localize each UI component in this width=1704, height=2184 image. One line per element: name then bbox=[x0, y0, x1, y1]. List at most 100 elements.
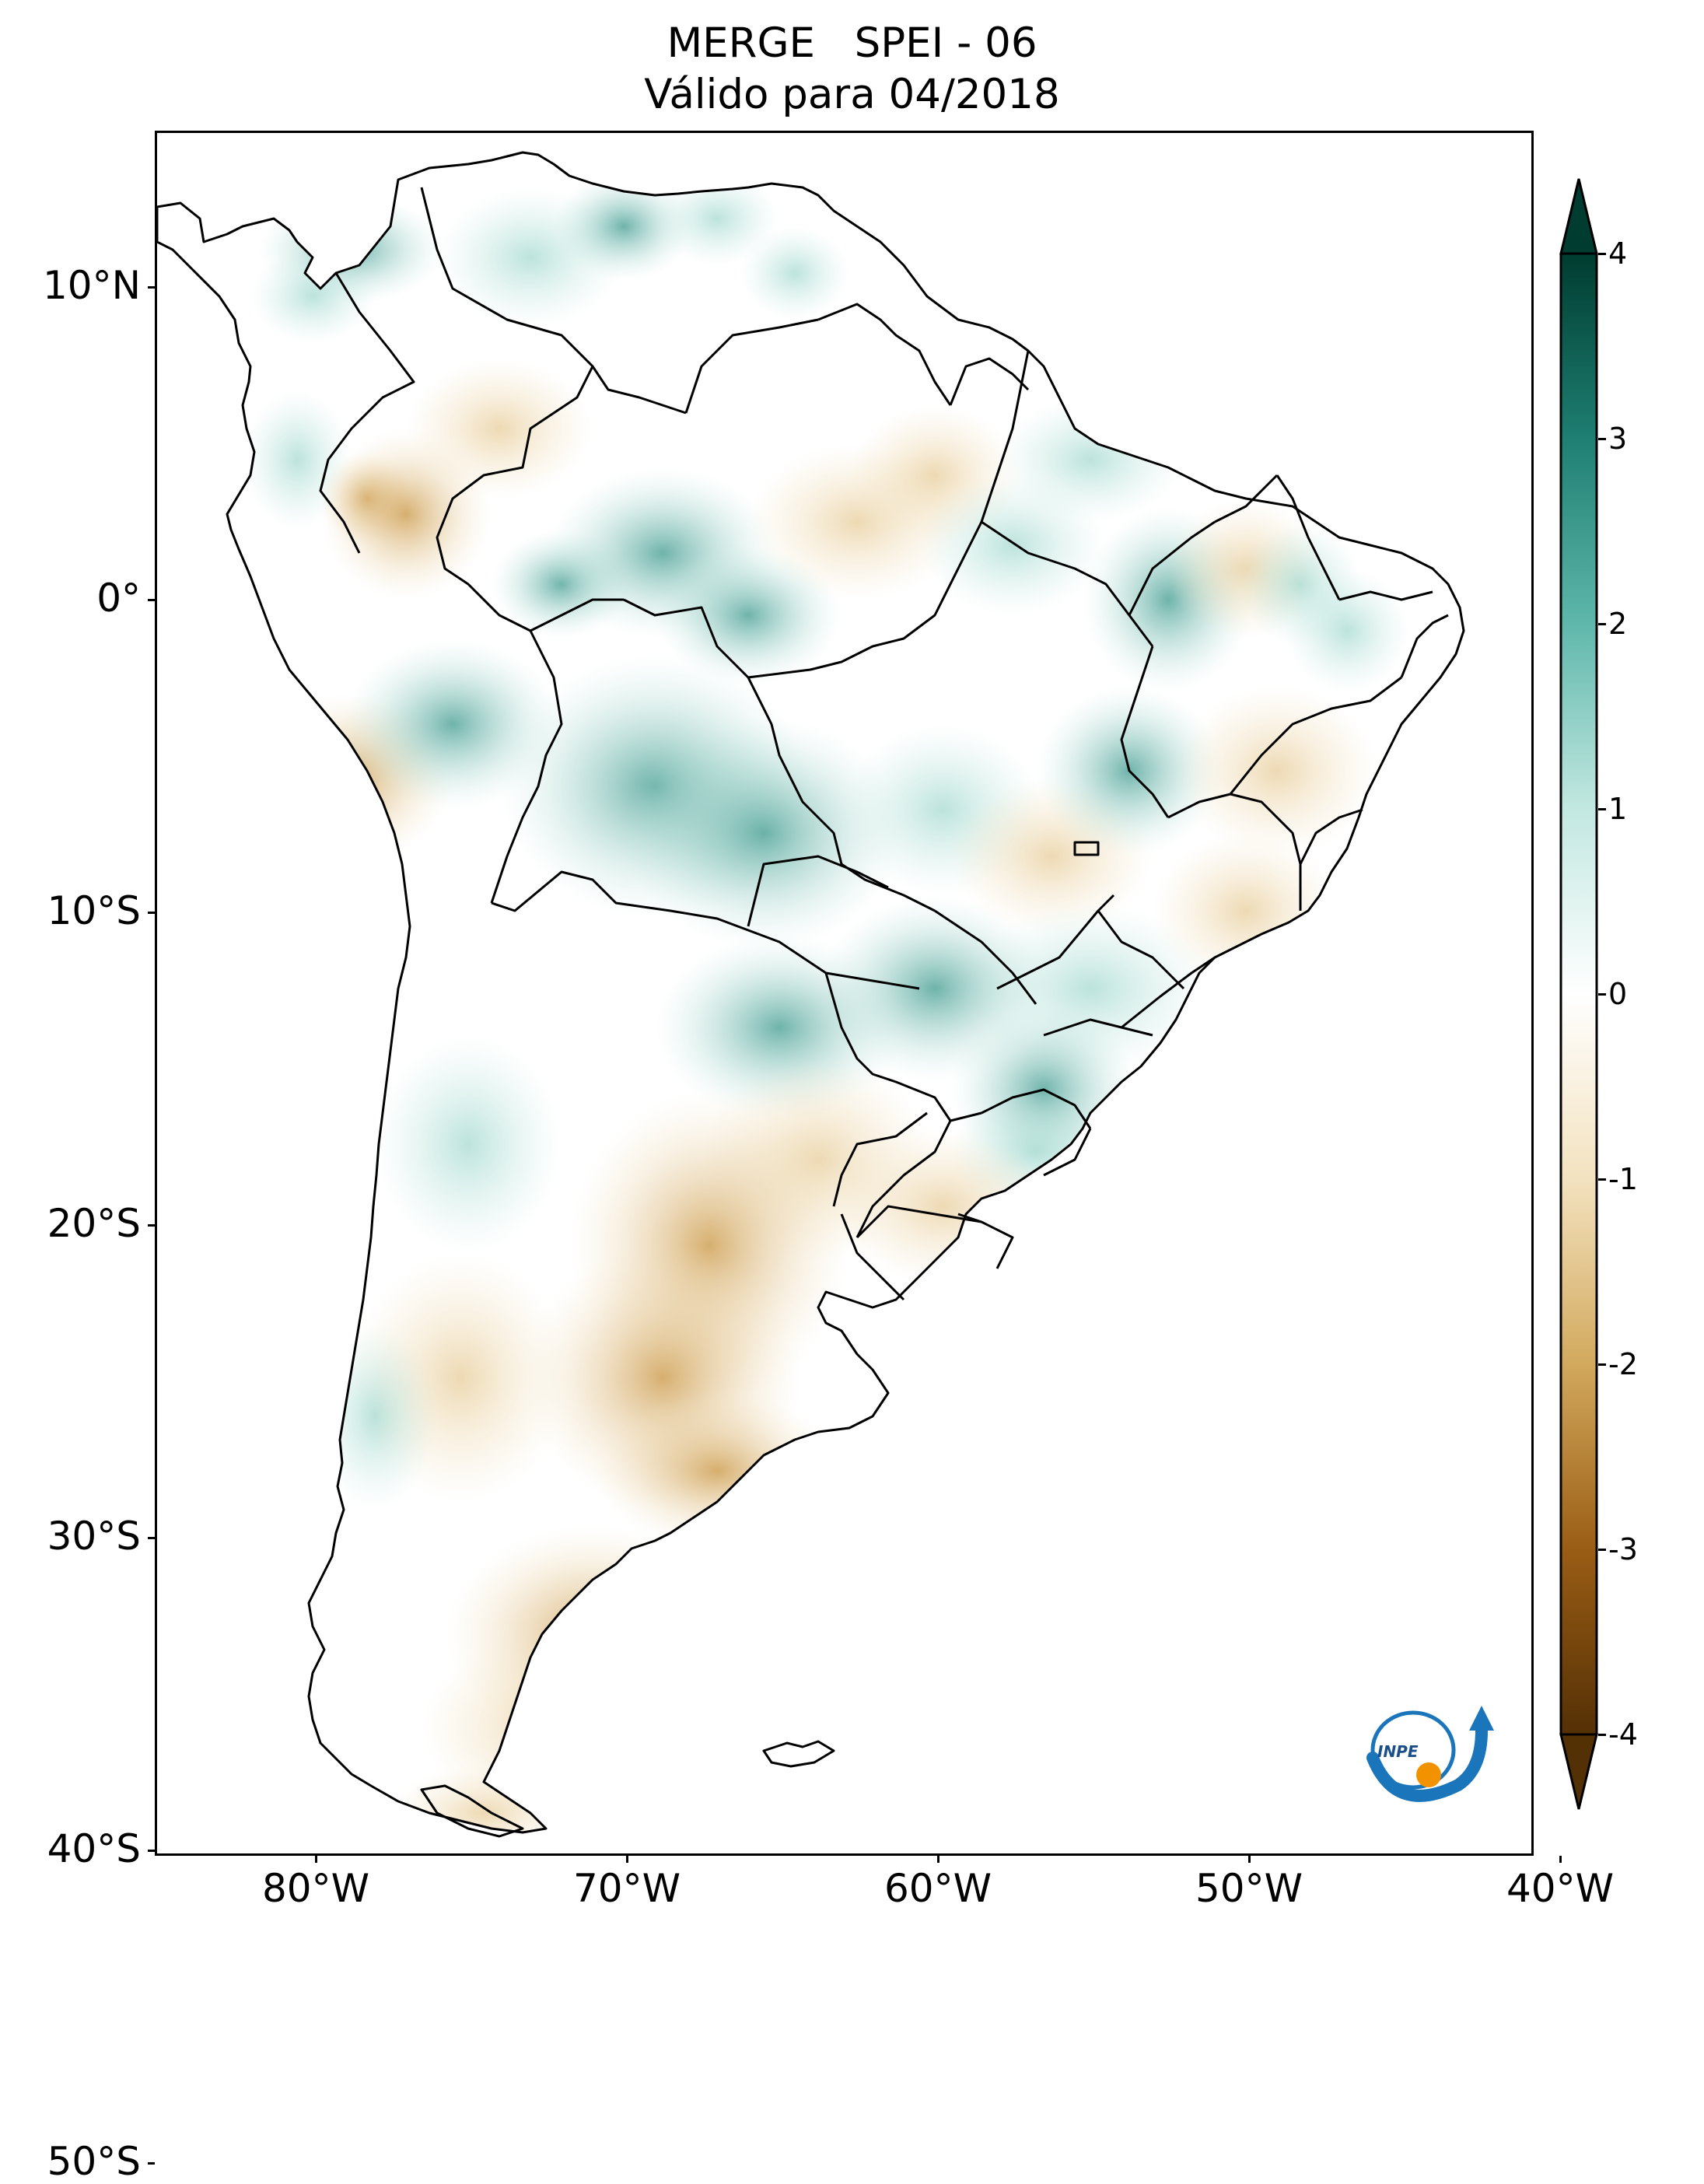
colorbar-tick-label: 0 bbox=[1608, 977, 1628, 1011]
colorbar-tick bbox=[1598, 808, 1606, 810]
longitude-tick bbox=[315, 1856, 317, 1863]
colorbar-gradient bbox=[1559, 252, 1598, 1736]
latitude-tick bbox=[148, 1223, 155, 1227]
internal-boundary bbox=[420, 187, 687, 415]
colorbar-tick bbox=[1598, 1549, 1606, 1551]
internal-boundary bbox=[491, 870, 920, 990]
colorbar-tick bbox=[1598, 438, 1606, 440]
spei-anomaly-patch bbox=[593, 1393, 842, 1549]
latitude-tick-label: 40°S bbox=[47, 1825, 141, 1871]
colorbar-tick-label: 4 bbox=[1608, 236, 1628, 271]
colorbar-tick bbox=[1598, 1178, 1606, 1181]
tierra-del-fuego bbox=[420, 1784, 524, 1838]
latitude-tick-label: 10°N bbox=[42, 262, 141, 308]
internal-boundary bbox=[747, 350, 1030, 679]
internal-boundary bbox=[684, 318, 819, 414]
internal-boundary bbox=[855, 1120, 952, 1238]
internal-boundary bbox=[319, 272, 415, 554]
longitude-tick-label: 40°W bbox=[1506, 1866, 1615, 1911]
map-panel bbox=[155, 131, 1534, 1856]
internal-boundary bbox=[1299, 808, 1363, 865]
colorbar-tick-label: -4 bbox=[1608, 1717, 1638, 1752]
spei-anomaly-patch bbox=[554, 172, 694, 281]
internal-boundary bbox=[1229, 676, 1402, 795]
internal-boundary bbox=[855, 1205, 982, 1239]
internal-boundary bbox=[934, 909, 1037, 1005]
internal-boundary bbox=[490, 630, 563, 904]
logo-text: INPE bbox=[1377, 1742, 1419, 1761]
internal-boundary bbox=[996, 894, 1115, 990]
longitude-tick-label: 80°W bbox=[261, 1866, 370, 1911]
internal-boundary bbox=[623, 598, 936, 912]
longitude-tick bbox=[1559, 1856, 1562, 1863]
spei-anomaly-patch bbox=[624, 716, 904, 950]
colorbar-extend-min bbox=[1559, 1733, 1598, 1810]
logo-arrow-icon bbox=[1469, 1706, 1494, 1731]
spei-anomaly-patch bbox=[250, 250, 375, 343]
longitude-tick bbox=[626, 1856, 628, 1863]
internal-boundary bbox=[1400, 614, 1449, 678]
colorbar-tick bbox=[1598, 1363, 1606, 1366]
spei-anomaly-patch bbox=[655, 172, 779, 265]
colorbar-tick bbox=[1598, 253, 1606, 255]
internal-boundary bbox=[981, 520, 1154, 647]
falkland-islands bbox=[762, 1740, 835, 1768]
spei-anomaly-patch bbox=[997, 397, 1184, 522]
spei-anomaly-patch bbox=[1285, 569, 1409, 693]
internal-boundary bbox=[840, 1213, 905, 1301]
colorbar-tick-label: 1 bbox=[1608, 792, 1628, 826]
internal-boundary bbox=[957, 1213, 1014, 1269]
latitude-tick-label: 20°S bbox=[47, 1200, 141, 1246]
internal-boundary bbox=[1120, 646, 1170, 818]
latitude-tick-label: 0° bbox=[96, 575, 141, 621]
colorbar-tick-label: 3 bbox=[1608, 422, 1628, 456]
inpe-logo: INPE bbox=[1366, 1706, 1494, 1802]
logo-sun bbox=[1416, 1762, 1441, 1787]
internal-boundary bbox=[1121, 956, 1216, 1029]
internal-boundary bbox=[981, 1088, 1092, 1129]
longitude-tick bbox=[937, 1856, 939, 1863]
latitude-tick bbox=[148, 1536, 155, 1539]
latitude-tick bbox=[148, 285, 155, 289]
spei-anomaly-patch bbox=[320, 429, 492, 600]
spei-anomaly-patch bbox=[740, 226, 849, 320]
latitude-tick-label: 30°S bbox=[47, 1513, 141, 1559]
internal-boundary bbox=[949, 357, 1030, 406]
latitude-tick bbox=[148, 911, 155, 914]
longitude-tick-label: 50°W bbox=[1195, 1866, 1303, 1911]
country-borders bbox=[157, 151, 1465, 1838]
colorbar-tick-label: -1 bbox=[1608, 1162, 1638, 1196]
logo-orbit bbox=[1370, 1710, 1456, 1790]
latitude-tick-label: 50°S bbox=[47, 2138, 141, 2184]
spei-shading bbox=[243, 172, 1409, 1832]
internal-boundary bbox=[824, 972, 982, 1122]
latitude-tick bbox=[148, 1849, 155, 1852]
colorbar-tick-label: -2 bbox=[1608, 1347, 1638, 1381]
colorbar-tick bbox=[1598, 623, 1606, 625]
longitude-tick-label: 60°W bbox=[883, 1866, 992, 1911]
federal-district-boundary bbox=[1073, 841, 1100, 856]
internal-boundary bbox=[1043, 1018, 1153, 1037]
map-title-line-2: Válido para 04/2018 bbox=[644, 71, 1060, 118]
spei-anomaly-patch bbox=[313, 1323, 437, 1510]
internal-boundary bbox=[1128, 520, 1216, 616]
south-america-spei-map bbox=[157, 151, 1465, 1838]
internal-boundary bbox=[1338, 590, 1433, 601]
longitude-tick-label: 70°W bbox=[572, 1866, 681, 1911]
spei-colorbar bbox=[1559, 178, 1598, 1810]
coastline bbox=[157, 151, 1465, 1834]
logo-swoosh bbox=[1366, 1724, 1488, 1802]
latitude-tick bbox=[148, 2161, 155, 2165]
colorbar-tick-label: 2 bbox=[1608, 607, 1628, 641]
internal-boundary bbox=[436, 366, 624, 632]
internal-boundary bbox=[1043, 1128, 1092, 1177]
latitude-tick-label: 10°S bbox=[47, 887, 141, 933]
internal-boundary bbox=[1214, 474, 1279, 523]
internal-boundary bbox=[817, 303, 952, 406]
internal-boundary bbox=[1275, 474, 1341, 600]
latitude-tick bbox=[148, 598, 155, 601]
spei-anomaly-patch bbox=[1176, 685, 1378, 856]
internal-boundary bbox=[832, 1111, 928, 1207]
spei-anomaly-patch bbox=[375, 1035, 562, 1253]
colorbar-tick bbox=[1598, 993, 1606, 996]
